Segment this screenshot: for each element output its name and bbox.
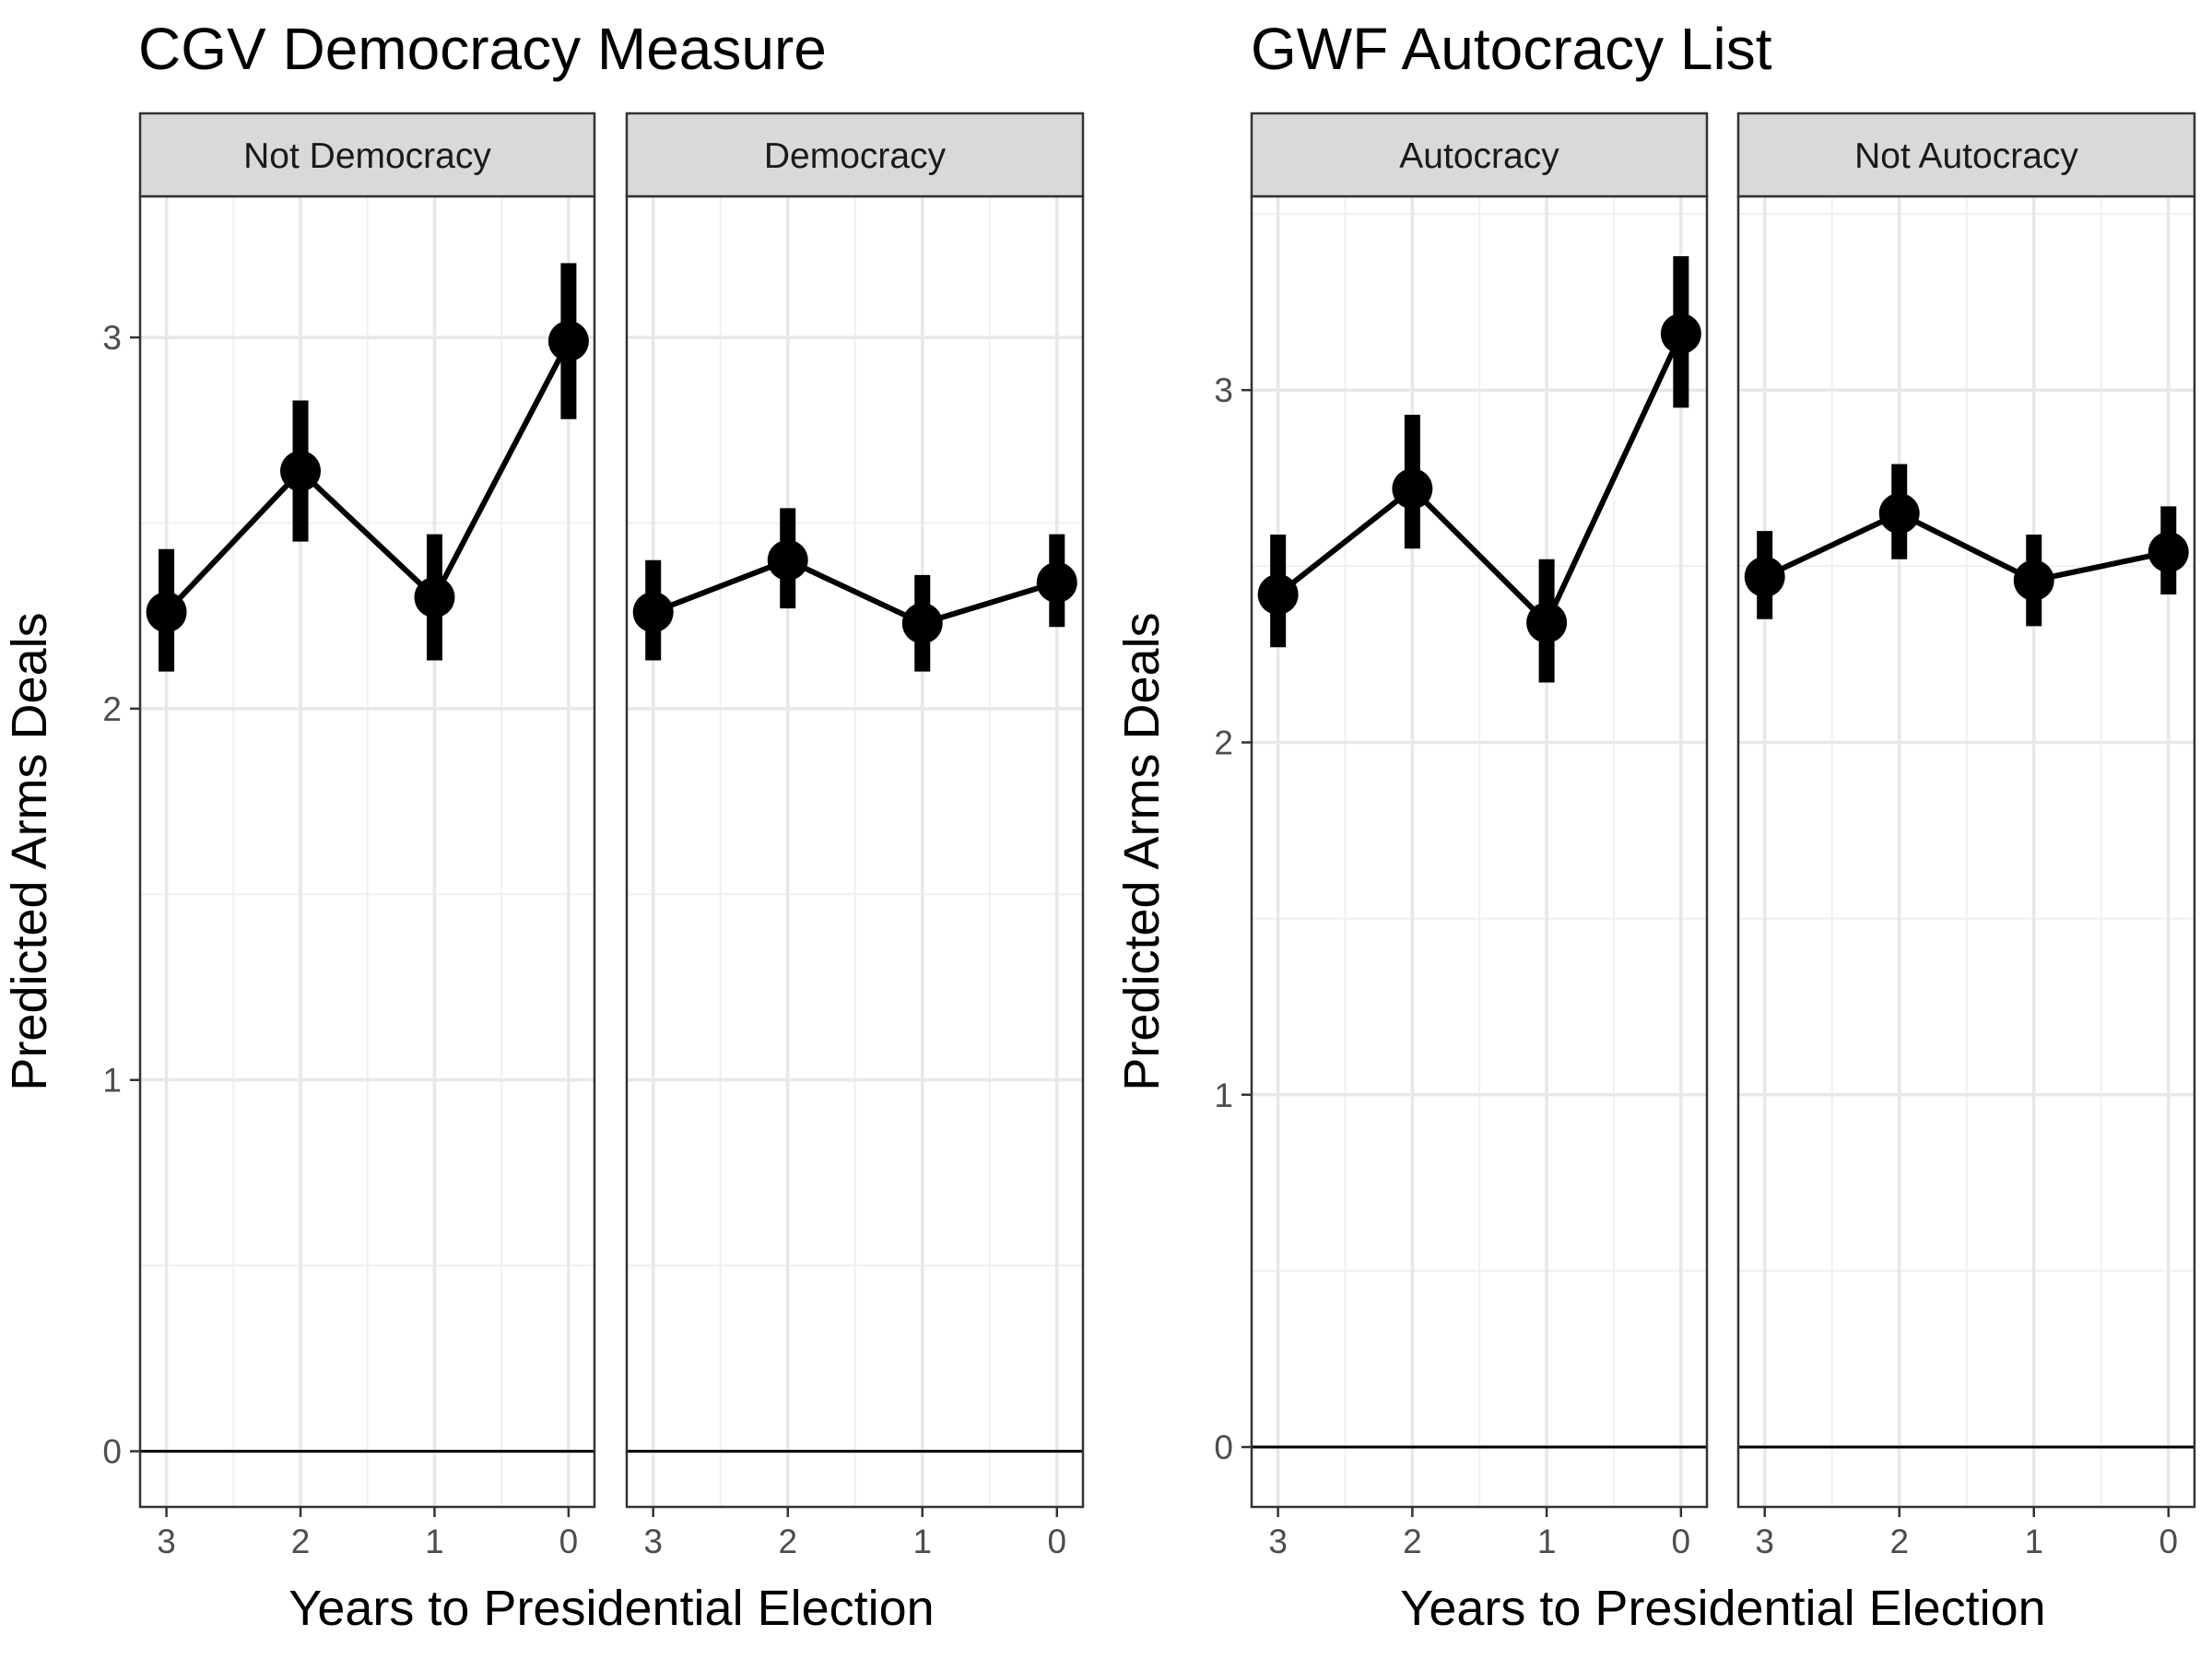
chart-title: CGV Democracy Measure <box>138 16 827 82</box>
data-point <box>1036 561 1077 603</box>
y-tick-label: 3 <box>1214 371 1233 409</box>
facet-strip-label: Not Autocracy <box>1854 136 2078 176</box>
y-tick-label: 3 <box>102 319 122 357</box>
data-point <box>767 539 808 581</box>
data-point <box>2013 559 2054 601</box>
data-point <box>1660 313 1701 355</box>
series-line <box>1276 332 1684 626</box>
series-line <box>652 557 1058 627</box>
data-point <box>632 592 674 633</box>
data-point <box>280 451 322 492</box>
y-tick-label: 2 <box>1214 724 1233 762</box>
facet-strip-label: Democracy <box>764 136 947 176</box>
y-tick-label: 1 <box>1214 1077 1233 1114</box>
series-line <box>1763 511 2170 583</box>
x-tick-label: 1 <box>425 1523 444 1560</box>
data-point <box>414 577 455 618</box>
data-point <box>1744 556 1785 597</box>
data-point <box>901 603 943 644</box>
x-tick-label: 3 <box>643 1523 663 1560</box>
data-point <box>2147 532 2189 573</box>
data-point <box>547 321 589 362</box>
x-axis-label: Years to Presidential Election <box>1400 1581 2045 1636</box>
data-point <box>1878 493 1920 535</box>
x-tick-label: 1 <box>1537 1523 1557 1560</box>
x-axis-label: Years to Presidential Election <box>288 1581 934 1636</box>
y-tick-label: 0 <box>102 1433 122 1471</box>
data-point <box>1257 573 1299 615</box>
facet-strip <box>625 112 1085 198</box>
x-tick-label: 0 <box>1672 1523 1691 1560</box>
facet-strip <box>138 112 596 198</box>
x-tick-label: 2 <box>1889 1523 1909 1560</box>
x-tick-label: 0 <box>2159 1523 2178 1560</box>
facet-strip-label: Not Democracy <box>243 136 491 176</box>
x-tick-label: 0 <box>559 1523 579 1560</box>
facet-strip-label: Autocracy <box>1399 136 1559 176</box>
x-tick-label: 1 <box>2024 1523 2043 1560</box>
x-tick-label: 2 <box>778 1523 797 1560</box>
x-tick-label: 3 <box>1755 1523 1774 1560</box>
x-tick-label: 1 <box>912 1523 932 1560</box>
y-tick-label: 0 <box>1214 1429 1233 1466</box>
x-tick-label: 3 <box>1268 1523 1288 1560</box>
chart-title: GWF Autocracy List <box>1251 16 1772 82</box>
y-tick-label: 1 <box>102 1062 122 1100</box>
series-line <box>164 339 571 615</box>
x-tick-label: 0 <box>1047 1523 1066 1560</box>
facet-strip <box>1736 112 2196 198</box>
data-point <box>146 592 187 633</box>
x-tick-label: 2 <box>291 1523 311 1560</box>
x-tick-label: 3 <box>157 1523 176 1560</box>
facet-strip <box>1250 112 1709 198</box>
data-point <box>1526 602 1568 643</box>
x-tick-label: 2 <box>1403 1523 1422 1560</box>
y-axis-label: Predicted Arms Deals <box>2 612 57 1090</box>
data-point <box>1392 468 1433 510</box>
y-axis-label: Predicted Arms Deals <box>1114 612 1170 1090</box>
y-tick-label: 2 <box>102 690 122 728</box>
